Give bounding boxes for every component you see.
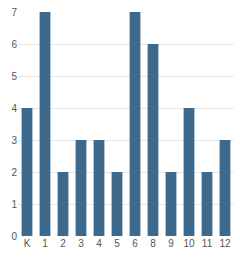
svg-text:4: 4: [96, 238, 102, 249]
svg-text:4: 4: [11, 103, 17, 114]
svg-text:3: 3: [78, 238, 84, 249]
svg-text:5: 5: [114, 238, 120, 249]
svg-text:6: 6: [11, 39, 17, 50]
svg-text:10: 10: [183, 238, 195, 249]
svg-text:6: 6: [132, 238, 138, 249]
svg-text:12: 12: [219, 238, 231, 249]
svg-text:1: 1: [11, 199, 17, 210]
svg-text:2: 2: [60, 238, 66, 249]
svg-text:8: 8: [150, 238, 156, 249]
svg-text:7: 7: [11, 7, 17, 18]
svg-text:1: 1: [42, 238, 48, 249]
svg-text:9: 9: [168, 238, 174, 249]
svg-text:3: 3: [11, 135, 17, 146]
svg-text:11: 11: [202, 238, 213, 249]
svg-text:0: 0: [11, 231, 17, 242]
svg-text:K: K: [24, 238, 31, 249]
svg-text:2: 2: [11, 167, 17, 178]
svg-text:5: 5: [11, 71, 17, 82]
